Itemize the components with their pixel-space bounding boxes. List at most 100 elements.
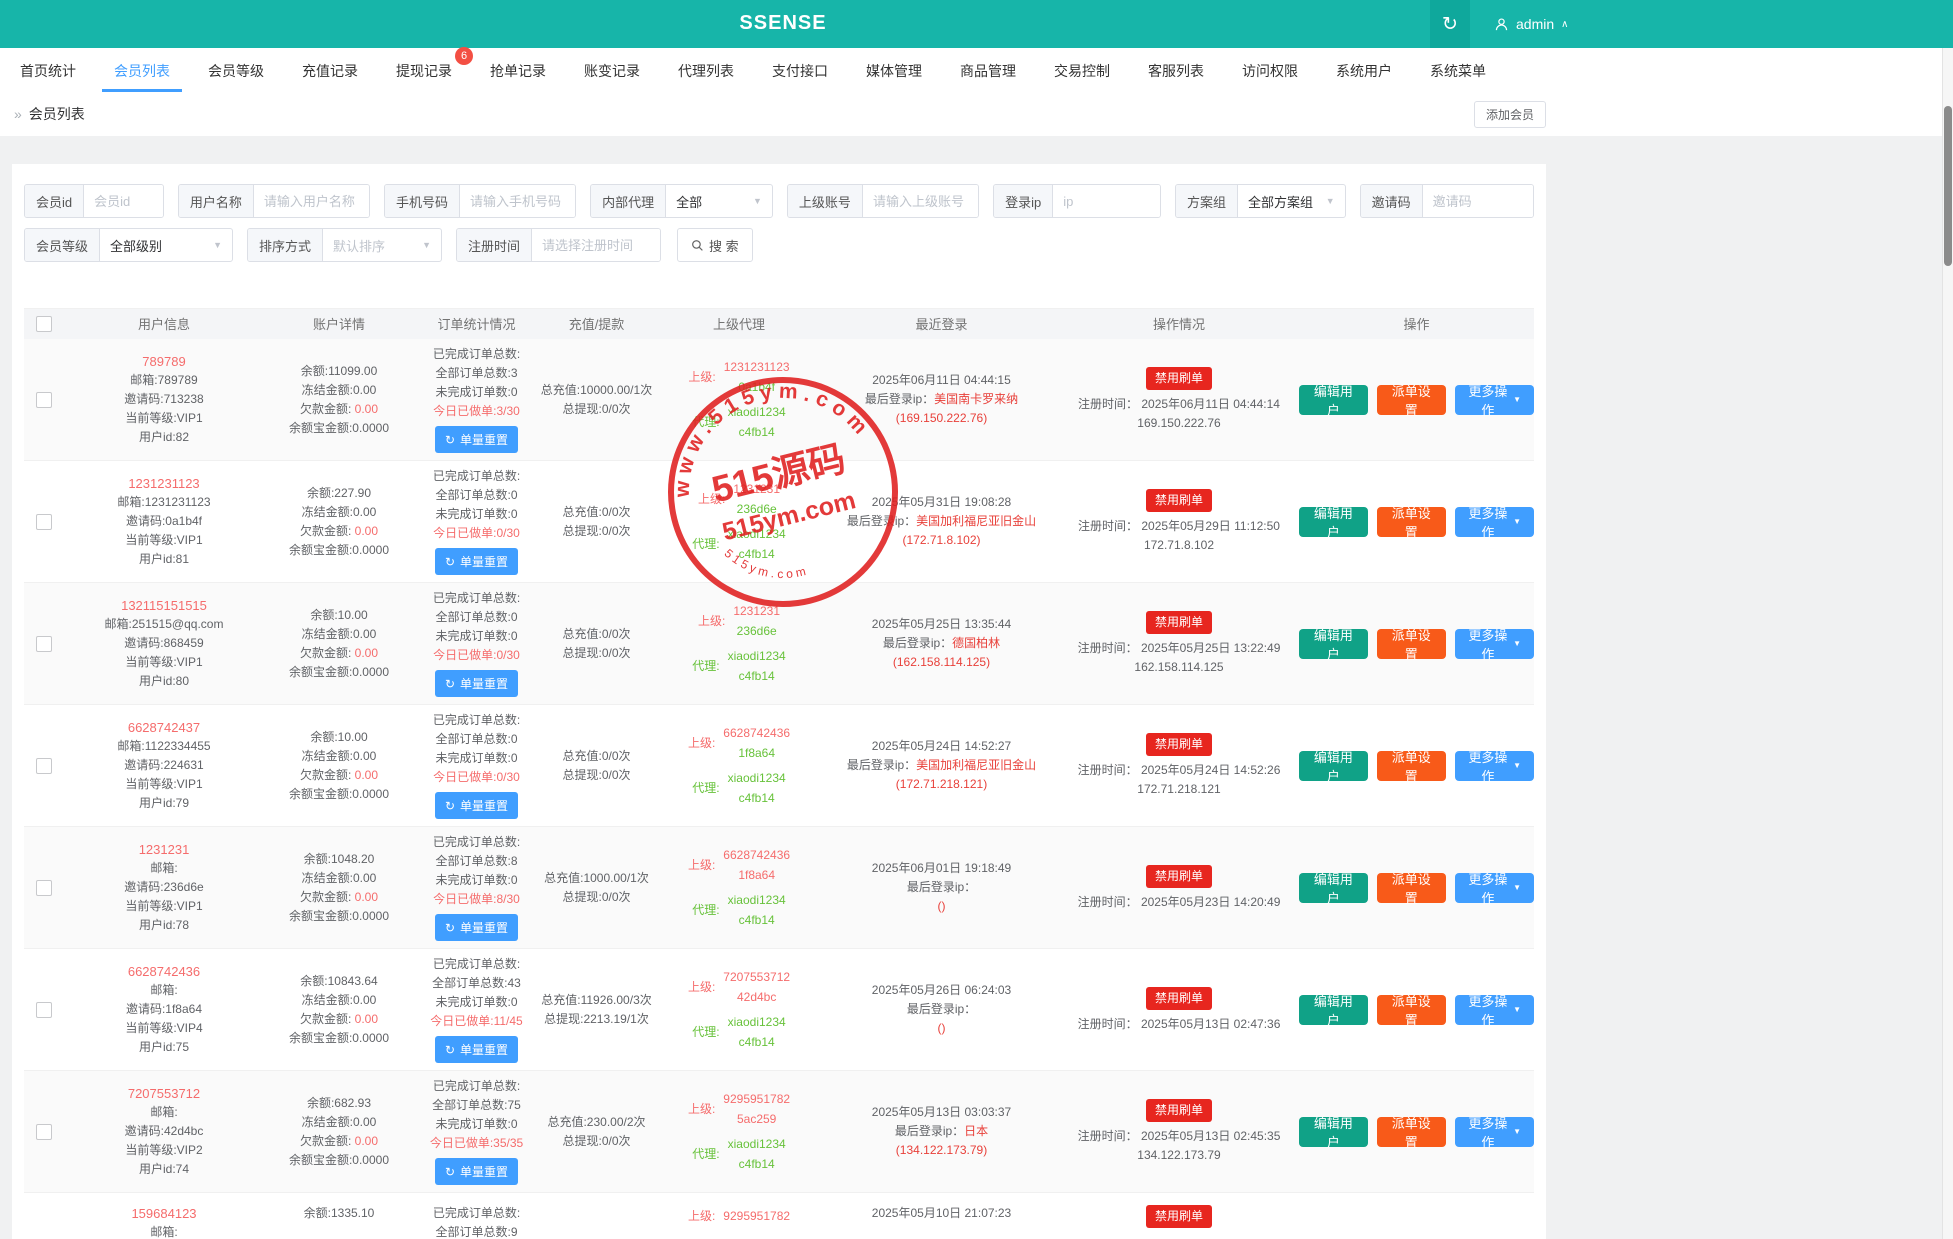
register-time: 注册时间： 2025年05月13日 02:47:36 xyxy=(1077,1016,1281,1031)
phone-input[interactable] xyxy=(459,185,576,217)
row-checkbox[interactable] xyxy=(36,391,52,408)
refresh-icon[interactable]: ↻ xyxy=(1430,0,1470,48)
chevron-down-icon: ▼ xyxy=(753,196,762,206)
row-checkbox[interactable] xyxy=(36,879,52,896)
nav-tab-system-users[interactable]: 系统用户 xyxy=(1336,63,1392,79)
nav-tab-agent-list[interactable]: 代理列表 xyxy=(678,63,734,79)
filter-phone: 手机号码 xyxy=(383,184,577,218)
internal-agent-select[interactable]: 全部 ▼ xyxy=(666,185,772,217)
dispatch-settings-button[interactable]: 派单设置 xyxy=(1376,872,1446,906)
login-ip-input[interactable] xyxy=(1053,185,1160,217)
chevron-down-icon: ▼ xyxy=(1513,761,1522,770)
user-menu[interactable]: admin ∧ xyxy=(1494,16,1568,32)
nav-tab-member-level[interactable]: 会员等级 xyxy=(208,63,264,79)
edit-user-button[interactable]: 编辑用户 xyxy=(1299,994,1368,1028)
refresh-icon: ↻ xyxy=(444,432,456,447)
superior-group: 上级: 7207553712 42d4bc xyxy=(688,969,790,1006)
operation-status-cell: 禁用刷单 xyxy=(1059,1193,1299,1239)
more-actions-button[interactable]: 更多操作 ▼ xyxy=(1454,628,1535,662)
login-ip: (134.122.173.79) xyxy=(895,1143,988,1157)
more-actions-button[interactable]: 更多操作 ▼ xyxy=(1454,872,1535,906)
add-member-button[interactable]: 添加会员 xyxy=(1473,101,1546,128)
refresh-icon: ↻ xyxy=(444,1164,456,1179)
nav-tab-member-list[interactable]: 会员列表 xyxy=(102,48,182,92)
edit-user-button[interactable]: 编辑用户 xyxy=(1299,872,1368,906)
row-checkbox[interactable] xyxy=(36,757,52,774)
username-input[interactable] xyxy=(253,185,369,217)
ban-order-badge[interactable]: 禁用刷单 xyxy=(1145,864,1212,888)
sort-order-select[interactable]: 默认排序 ▼ xyxy=(323,229,441,261)
nav-tab-access-rights[interactable]: 访问权限 xyxy=(1242,63,1298,79)
parent-agent-cell: 上级: 9295951782 xyxy=(654,1193,824,1239)
app-title: SSENSE xyxy=(739,12,827,34)
order-reset-button[interactable]: ↻ 单量重置 xyxy=(434,792,519,819)
ban-order-badge[interactable]: 禁用刷单 xyxy=(1145,1205,1212,1228)
recharge-withdraw-cell: 总充值:11926.00/3次 总提现:2213.19/1次 xyxy=(539,949,654,1070)
nav-tab-product-manage[interactable]: 商品管理 xyxy=(960,63,1016,79)
dispatch-settings-button[interactable]: 派单设置 xyxy=(1376,750,1446,784)
more-actions-button[interactable]: 更多操作 ▼ xyxy=(1454,750,1535,784)
select-all-checkbox[interactable] xyxy=(36,316,52,332)
row-checkbox[interactable] xyxy=(36,635,52,652)
dispatch-settings-button[interactable]: 派单设置 xyxy=(1376,1116,1446,1150)
ban-order-badge[interactable]: 禁用刷单 xyxy=(1145,986,1212,1010)
filter-label: 方案组 xyxy=(1175,185,1238,217)
nav-tab-balance-change-records[interactable]: 账变记录 xyxy=(584,63,640,79)
order-reset-button[interactable]: ↻ 单量重置 xyxy=(434,1158,519,1185)
superior-account: 6628742436 xyxy=(723,725,791,740)
ban-order-badge[interactable]: 禁用刷单 xyxy=(1145,489,1212,512)
nav-tab-withdraw-records[interactable]: 提现记录 6 xyxy=(396,47,473,92)
scrollbar-thumb[interactable] xyxy=(1944,106,1952,266)
page-scrollbar[interactable] xyxy=(1942,48,1953,1239)
order-reset-button[interactable]: ↻ 单量重置 xyxy=(434,670,519,697)
yuebao-amount: 余额宝金额:0.0000 xyxy=(288,1152,390,1167)
nav-tab-home-stats[interactable]: 首页统计 xyxy=(20,63,76,79)
edit-user-button[interactable]: 编辑用户 xyxy=(1299,384,1368,418)
member-id-input[interactable] xyxy=(84,185,163,217)
order-reset-button[interactable]: ↻ 单量重置 xyxy=(434,548,519,575)
dispatch-settings-button[interactable]: 派单设置 xyxy=(1376,384,1446,418)
nav-tab-media-manage[interactable]: 媒体管理 xyxy=(866,63,922,79)
nav-tab-service-list[interactable]: 客服列表 xyxy=(1148,63,1204,79)
agent-group: 代理: xiaodi1234 c4fb14 xyxy=(692,1014,785,1051)
nav-tab-trade-control[interactable]: 交易控制 xyxy=(1054,63,1110,79)
row-checkbox[interactable] xyxy=(36,1001,52,1018)
agent-code: c4fb14 xyxy=(738,790,775,805)
edit-user-button[interactable]: 编辑用户 xyxy=(1299,1116,1368,1150)
more-actions-button[interactable]: 更多操作 ▼ xyxy=(1454,994,1535,1028)
more-actions-button[interactable]: 更多操作 ▼ xyxy=(1454,384,1535,418)
ban-order-badge[interactable]: 禁用刷单 xyxy=(1145,611,1212,634)
more-actions-button[interactable]: 更多操作 ▼ xyxy=(1454,1116,1535,1150)
more-actions-button[interactable]: 更多操作 ▼ xyxy=(1454,506,1535,540)
member-level-select[interactable]: 全部级别 ▼ xyxy=(100,229,232,261)
member-name: 6628742437 xyxy=(127,720,201,735)
edit-user-button[interactable]: 编辑用户 xyxy=(1299,506,1368,540)
search-button[interactable]: 搜 索 xyxy=(677,228,753,262)
parent-account-input[interactable] xyxy=(862,185,979,217)
ban-order-badge[interactable]: 禁用刷单 xyxy=(1145,733,1212,756)
dispatch-settings-button[interactable]: 派单设置 xyxy=(1376,506,1446,540)
dispatch-settings-button[interactable]: 派单设置 xyxy=(1376,628,1446,662)
nav-tab-system-menu[interactable]: 系统菜单 xyxy=(1430,63,1486,79)
row-checkbox[interactable] xyxy=(36,1123,52,1140)
edit-user-button[interactable]: 编辑用户 xyxy=(1299,750,1368,784)
user-email: 邮箱:1231231123 xyxy=(117,495,211,509)
ban-order-badge[interactable]: 禁用刷单 xyxy=(1145,367,1212,390)
total-recharge: 总充值:230.00/2次 xyxy=(547,1114,646,1129)
nav-tab-recharge-records[interactable]: 充值记录 xyxy=(302,63,358,79)
agent-code: c4fb14 xyxy=(738,1034,775,1049)
order-reset-button[interactable]: ↻ 单量重置 xyxy=(434,426,519,453)
plan-group-select[interactable]: 全部方案组 ▼ xyxy=(1238,185,1345,217)
register-time-input[interactable] xyxy=(532,229,661,261)
filter-plan-group: 方案组 全部方案组 ▼ xyxy=(1174,184,1346,218)
nav-tab-grab-records[interactable]: 抢单记录 xyxy=(490,63,546,79)
ban-order-badge[interactable]: 禁用刷单 xyxy=(1145,1099,1212,1122)
dispatch-settings-button[interactable]: 派单设置 xyxy=(1376,994,1446,1028)
nav-tab-payment-api[interactable]: 支付接口 xyxy=(772,63,828,79)
order-reset-button[interactable]: ↻ 单量重置 xyxy=(434,1036,519,1063)
edit-user-button[interactable]: 编辑用户 xyxy=(1299,628,1368,662)
row-checkbox[interactable] xyxy=(36,513,52,530)
order-reset-button[interactable]: ↻ 单量重置 xyxy=(434,914,519,941)
invite-code-input[interactable] xyxy=(1422,185,1533,217)
filter-label: 登录ip xyxy=(994,185,1054,217)
